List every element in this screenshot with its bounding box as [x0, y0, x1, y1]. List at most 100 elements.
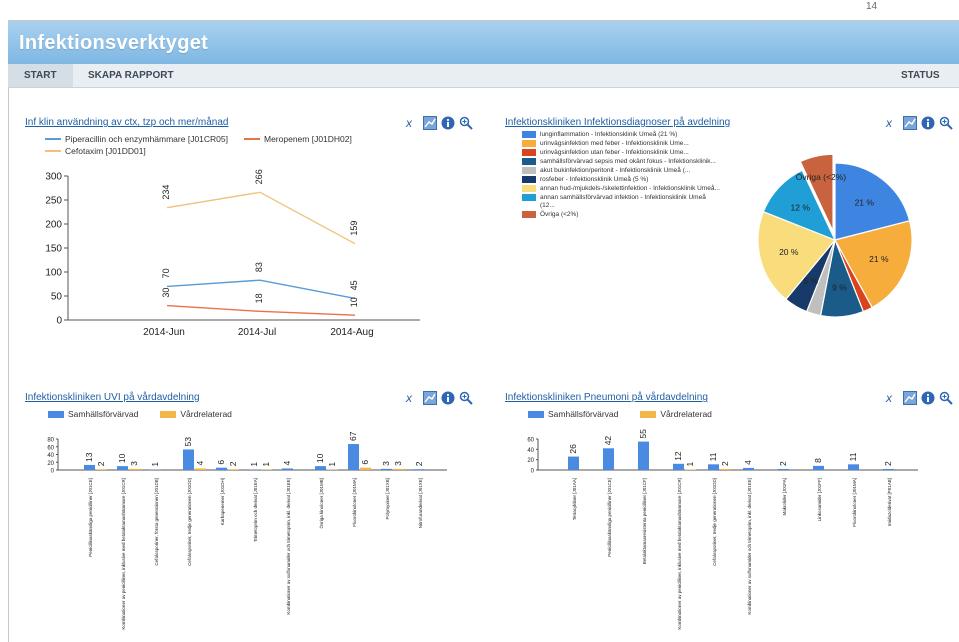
info-icon[interactable]	[921, 391, 935, 405]
legend-label: Meropenem [J01DH02]	[264, 134, 352, 144]
data-label: 18	[254, 293, 264, 303]
chart-icon[interactable]	[423, 391, 437, 405]
excel-icon[interactable]: x	[885, 391, 899, 405]
nav-skapa-rapport[interactable]: SKAPA RAPPORT	[88, 70, 174, 81]
legend-swatch	[522, 194, 536, 201]
uvi-chart-title[interactable]: Infektionskliniken UVI på vårdavdelning	[25, 392, 200, 403]
data-label: 6	[216, 460, 226, 465]
y-tick-label: 0	[531, 469, 535, 475]
bar-samhallsforvarvad	[315, 466, 326, 470]
legend-label: Vårdrelaterad	[660, 409, 712, 419]
category-label: Kombinationer av sulfonamider och trimet…	[286, 478, 291, 615]
category-label: Linkosamider [J01FF]	[817, 478, 822, 521]
zoom-icon[interactable]	[459, 391, 473, 405]
data-label: 83	[254, 262, 264, 272]
data-label: 1	[249, 462, 259, 467]
data-label: 10	[315, 453, 325, 463]
legend-label: samhällsförvärvad sepsis med okänt fokus…	[540, 158, 716, 165]
bar-samhallsforvarvad	[568, 456, 579, 470]
y-tick-label: 60	[47, 445, 54, 451]
info-icon[interactable]	[921, 116, 935, 130]
pie-chart-toolbar: x	[885, 116, 953, 130]
category-label: Cefalosporiner, tredje generationen [J01…	[712, 478, 717, 566]
uvi-chart-toolbar: x	[405, 391, 473, 405]
data-label: 3	[381, 461, 391, 466]
excel-icon[interactable]: x	[405, 391, 419, 405]
nav-bar	[8, 64, 959, 88]
legend-label: Vårdrelaterad	[180, 409, 232, 419]
category-label: Kombinationer av sulfonamider och trimet…	[747, 478, 752, 615]
category-label: Kombinationer av penicilliner, inklusive…	[677, 478, 682, 630]
legend-label: Piperacillin och enzymhämmare [J01CR05]	[65, 134, 228, 144]
y-tick-label: 0	[51, 469, 55, 475]
uvi-legend: Samhällsförvärvad Vårdrelaterad	[48, 409, 232, 419]
data-label: 2	[228, 461, 238, 466]
bar-samhallsforvarvad	[848, 464, 859, 470]
line-chart: 0 50 100 150 200 250 300 2014-Jun 2014-Jul 2014-A…	[45, 169, 420, 338]
svg-text:x: x	[405, 116, 413, 130]
data-label: 10	[117, 453, 127, 463]
chart-icon[interactable]	[903, 391, 917, 405]
bar-samhallsforvarvad	[282, 468, 293, 470]
data-label: 42	[603, 436, 613, 446]
category-label: Nitrofuranderivat [J01XE]	[418, 478, 423, 528]
slice-label: Övriga (<2%)	[796, 172, 846, 182]
data-label: 3	[129, 461, 139, 466]
legend-label: akut bukinfektion/peritonit - Infektions…	[540, 167, 691, 174]
svg-text:x: x	[885, 391, 893, 405]
slice-label: 5 %	[803, 276, 818, 286]
pie-legend-item: Övriga (<2%)	[522, 210, 722, 219]
y-tick-label: 40	[47, 453, 54, 459]
line-legend: Piperacillin och enzymhämmare [J01CR05] …	[45, 134, 352, 156]
category-label: Cefalosporiner, första generationen [J01…	[154, 478, 159, 566]
app-frame	[8, 20, 959, 642]
data-label: 12	[673, 451, 683, 461]
pie-chart-title[interactable]: Infektionskliniken Infektionsdiagnoser p…	[505, 117, 731, 128]
bar-samhallsforvarvad	[638, 441, 649, 470]
legend-label: Samhällsförvärvad	[68, 409, 139, 419]
category-label: Cefalosporiner, tredje generationen [J01…	[187, 478, 192, 566]
pie-slice	[834, 220, 913, 309]
excel-icon[interactable]: x	[405, 116, 419, 130]
legend-label: rosfeber - Infektionsklinik Umeå (5 %)	[540, 176, 649, 183]
data-label: 30	[161, 288, 171, 298]
bar-samhallsforvarvad	[778, 468, 789, 470]
bar-samhallsforvarvad	[84, 464, 95, 470]
legend-swatch	[522, 158, 536, 165]
category-label: Karbapenemer [J01DH]	[220, 478, 225, 525]
zoom-icon[interactable]	[459, 116, 473, 130]
zoom-icon[interactable]	[939, 391, 953, 405]
data-label: 2	[414, 461, 424, 466]
nav-status[interactable]: STATUS	[901, 70, 940, 81]
app-title: Infektionsverktyget	[19, 32, 209, 54]
zoom-icon[interactable]	[939, 116, 953, 130]
bar-samhallsforvarvad	[743, 467, 754, 470]
data-label: 70	[161, 268, 171, 278]
legend-swatch	[522, 149, 536, 156]
bar-samhallsforvarvad	[673, 463, 684, 470]
data-label: 159	[349, 221, 359, 236]
excel-icon[interactable]: x	[885, 116, 899, 130]
info-icon[interactable]	[441, 391, 455, 405]
chart-icon[interactable]	[903, 116, 917, 130]
legend-label: Övriga (<2%)	[540, 210, 579, 218]
chart-icon[interactable]	[423, 116, 437, 130]
category-label: Penicillinaskänsliga penicilliner [J01CE…	[88, 478, 93, 557]
data-label: 1	[261, 462, 271, 467]
bar-samhallsforvarvad	[117, 466, 128, 470]
data-label: 2	[883, 461, 893, 466]
legend-swatch	[522, 131, 536, 138]
legend-swatch	[244, 138, 260, 140]
pie-legend-item: urinvägsinfektion utan feber - Infektion…	[522, 149, 722, 157]
bar-samhallsforvarvad	[381, 468, 392, 470]
legend-swatch	[45, 150, 61, 152]
info-icon[interactable]	[441, 116, 455, 130]
line-chart-title[interactable]: Inf klin användning av ctx, tzp och mer/…	[25, 117, 229, 128]
category-label: Imidazolderivat [P01AB]	[887, 478, 892, 526]
y-tick-label: 40	[527, 448, 534, 454]
legend-label: Cefotaxim [J01DD01]	[65, 146, 146, 156]
pneumoni-chart-title[interactable]: Infektionskliniken Pneumoni på vårdavdel…	[505, 392, 708, 403]
legend-label: urinvägsinfektion utan feber - Infektion…	[540, 149, 689, 156]
y-tick-label: 300	[45, 172, 62, 183]
nav-start[interactable]: START	[8, 64, 73, 87]
